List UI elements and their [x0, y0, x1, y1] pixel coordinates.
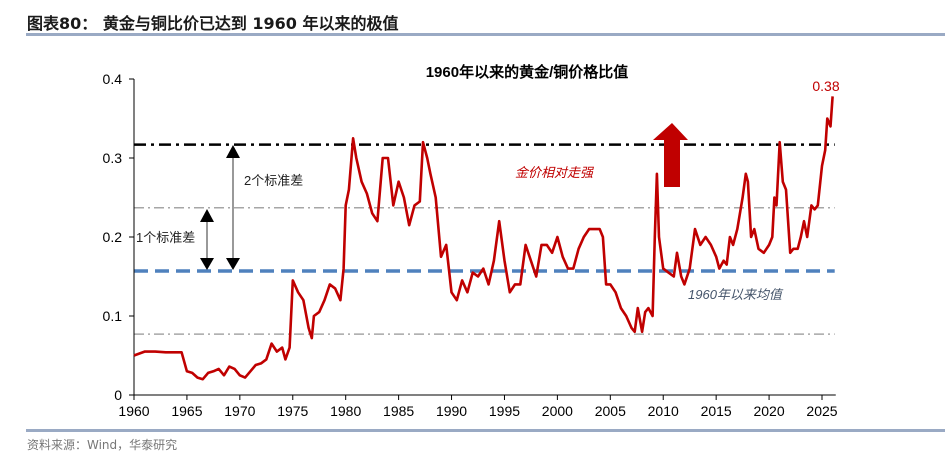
chart-title: 1960年以来的黄金/铜价格比值: [426, 63, 629, 81]
x-tick-label: 1980: [330, 403, 361, 419]
series-line: [133, 96, 834, 381]
x-tick-label: 1970: [224, 403, 255, 419]
y-tick-label: 0.4: [103, 71, 123, 87]
last-value-label: 0.38: [812, 78, 839, 94]
x-tick-label: 1975: [277, 403, 308, 419]
x-tick-label: 2010: [648, 403, 679, 419]
x-tick-label: 2005: [595, 403, 626, 419]
x-tick-label: 2015: [701, 403, 732, 419]
x-tick-label: 1985: [383, 403, 414, 419]
mean-label: 1960年以来均值: [688, 287, 784, 302]
two-sd-label: 2个标准差: [244, 173, 303, 188]
x-tick-label: 1990: [436, 403, 467, 419]
x-tick-label: 1995: [489, 403, 520, 419]
x-tick-label: 2025: [806, 403, 837, 419]
x-tick-label: 1965: [171, 403, 202, 419]
two-sd-arrow: [226, 145, 240, 270]
source-note: 资料来源：Wind，华泰研究: [27, 438, 178, 452]
x-tick-label: 1960: [118, 403, 149, 419]
one-sd-label: 1个标准差: [136, 230, 195, 245]
y-tick-label: 0.3: [103, 150, 123, 166]
top-rule: [26, 33, 945, 36]
x-tick-label: 2000: [542, 403, 573, 419]
up-arrow-icon: [653, 123, 688, 187]
figure-title: 图表80： 黄金与铜比价已达到 1960 年以来的极值: [27, 14, 399, 33]
bottom-rule: [26, 429, 945, 432]
gold-stronger-label: 金价相对走强: [515, 165, 594, 180]
y-tick-label: 0.2: [103, 229, 123, 245]
one-sd-arrow: [200, 209, 214, 270]
y-tick-label: 0: [114, 387, 122, 403]
y-tick-label: 0.1: [103, 308, 123, 324]
x-tick-label: 2020: [753, 403, 784, 419]
